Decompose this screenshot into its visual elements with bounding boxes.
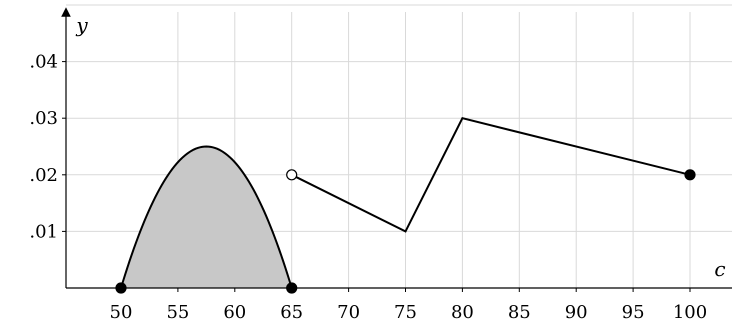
x-tick-label: 75 xyxy=(394,302,417,323)
x-tick-label: 85 xyxy=(508,302,531,323)
x-tick-label: 55 xyxy=(166,302,189,323)
label-layer: c y 50 55 60 65 70 75 80 85 90 95 100 .01 .02 .03 .04 xyxy=(29,13,725,323)
x-tick-label: 65 xyxy=(280,302,303,323)
x-tick-label: 100 xyxy=(673,302,707,323)
y-tick-label: .04 xyxy=(29,52,58,73)
x-tick-label: 80 xyxy=(451,302,474,323)
x-tick-label: 95 xyxy=(622,302,645,323)
open-point-marker xyxy=(286,169,298,181)
filled-point-marker xyxy=(115,282,127,294)
x-axis-label: c xyxy=(714,257,725,281)
axis-layer xyxy=(61,7,732,292)
x-tick-label: 50 xyxy=(110,302,133,323)
series-layer xyxy=(120,117,691,289)
density-curve xyxy=(120,145,293,289)
y-tick-label: .01 xyxy=(29,221,58,242)
y-axis-label: y xyxy=(75,13,88,37)
piecewise-line xyxy=(291,117,691,233)
y-tick-label: .02 xyxy=(29,165,58,186)
x-tick-label: 60 xyxy=(223,302,246,323)
filled-point-marker xyxy=(684,169,696,181)
marker-layer xyxy=(115,169,696,294)
filled-point-marker xyxy=(286,282,298,294)
y-tick-label: .03 xyxy=(29,108,58,129)
x-tick-label: 70 xyxy=(337,302,360,323)
x-tick-label: 90 xyxy=(565,302,588,323)
